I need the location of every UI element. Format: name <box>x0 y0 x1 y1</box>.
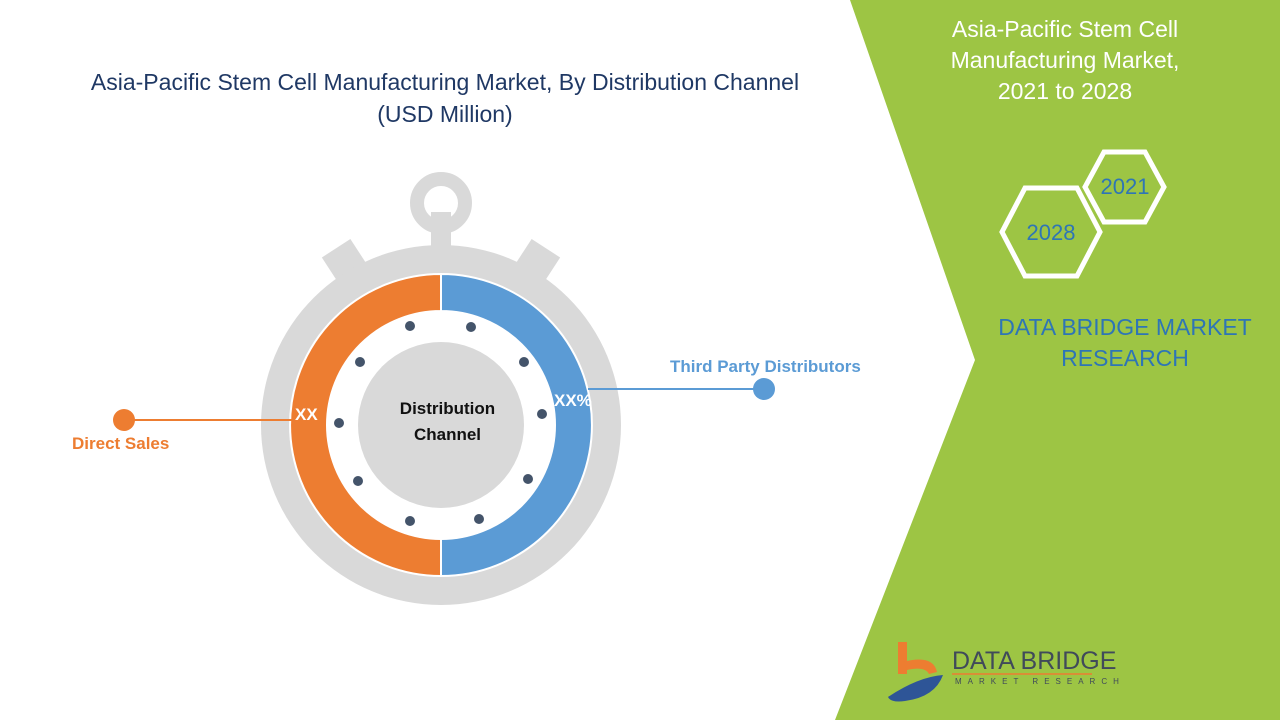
side-title-line-1: Asia-Pacific Stem Cell <box>951 16 1179 42</box>
hex-year-2028: 2028 <box>1026 220 1076 245</box>
title-line-2: (USD Million) <box>377 101 513 127</box>
data-label-direct-sales: XX <box>295 405 318 424</box>
logo-title: DATA BRIDGE <box>952 647 1117 675</box>
side-title-line-3: 2021 to 2028 <box>997 78 1133 104</box>
chart-title: Asia-Pacific Stem Cell Manufacturing Mar… <box>40 66 850 130</box>
brand-line-1: DATA BRIDGE MARKET <box>998 314 1252 340</box>
direct-sales-marker <box>113 409 135 431</box>
tick-dot <box>405 321 415 331</box>
tick-dot <box>353 476 363 486</box>
legend-third-party-distributors: Third Party Distributors <box>670 357 861 376</box>
tick-dots <box>334 321 547 526</box>
hexagon-2028 <box>999 185 1103 279</box>
third-party-marker <box>753 378 775 400</box>
title-line-1: Asia-Pacific Stem Cell Manufacturing Mar… <box>90 69 800 95</box>
side-panel-title: Asia-Pacific Stem Cell Manufacturing Mar… <box>900 14 1230 107</box>
tick-dot <box>519 357 529 367</box>
center-circle <box>358 342 524 508</box>
tick-dot <box>537 409 547 419</box>
brand-line-2: RESEARCH <box>1061 345 1189 371</box>
hex-year-2021: 2021 <box>1100 174 1150 199</box>
data-bridge-logo-icon <box>888 642 943 702</box>
green-side-panel <box>835 0 1280 720</box>
tick-dot <box>405 516 415 526</box>
hexagon-2021 <box>1082 149 1167 225</box>
center-label-line-2: Channel <box>413 425 482 444</box>
side-title-line-2: Manufacturing Market, <box>950 47 1180 73</box>
legend-direct-sales: Direct Sales <box>72 434 170 453</box>
tick-dot <box>466 322 476 332</box>
tick-dot <box>474 514 484 524</box>
tick-dot <box>334 418 344 428</box>
tick-dot <box>523 474 533 484</box>
brand-text: DATA BRIDGE MARKET RESEARCH <box>985 312 1265 374</box>
center-label: Distribution Channel <box>380 396 515 448</box>
logo-subtitle: MARKET RESEARCH <box>955 677 1125 686</box>
tick-dot <box>355 357 365 367</box>
center-label-line-1: Distribution <box>399 399 496 418</box>
data-label-third-party: XX% <box>554 391 592 410</box>
